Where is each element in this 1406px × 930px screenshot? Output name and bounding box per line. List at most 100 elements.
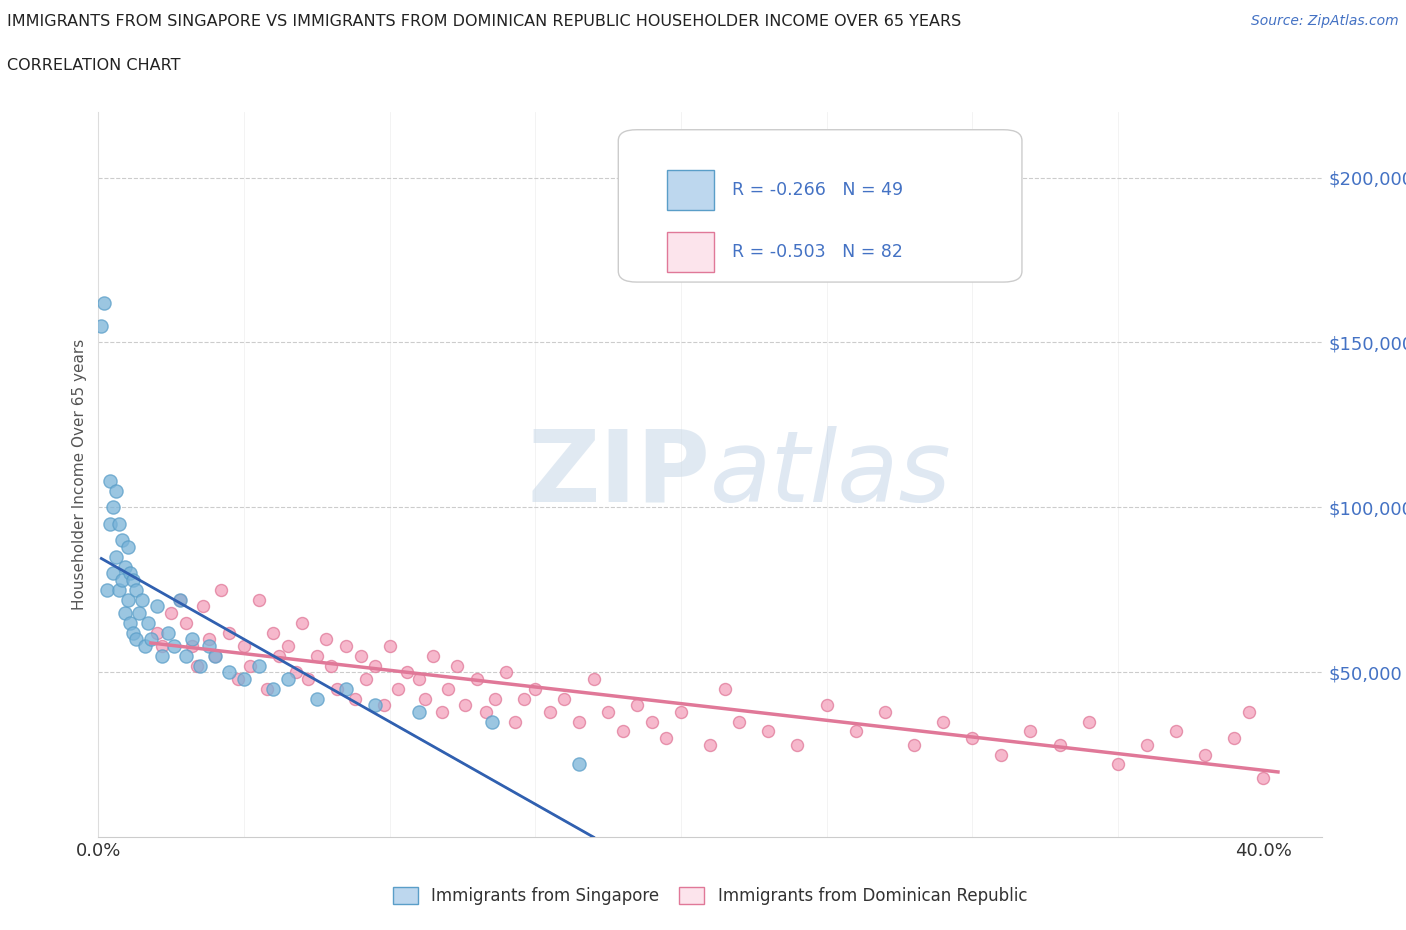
Point: [481, 714, 503, 729]
Point: [111, 572, 134, 587]
Point: [612, 724, 634, 739]
Point: [713, 681, 735, 696]
Point: [169, 592, 191, 607]
Point: [699, 737, 721, 752]
Point: [204, 648, 226, 663]
Point: [152, 638, 174, 653]
Point: [387, 681, 409, 696]
Point: [204, 648, 226, 663]
Y-axis label: Householder Income Over 65 years: Householder Income Over 65 years: [72, 339, 87, 610]
Point: [960, 731, 983, 746]
Point: [932, 714, 955, 729]
Point: [247, 592, 270, 607]
Point: [188, 658, 212, 673]
Point: [1253, 770, 1275, 785]
Text: R = -0.503   N = 82: R = -0.503 N = 82: [733, 243, 903, 260]
Point: [174, 616, 197, 631]
Point: [1194, 747, 1216, 762]
Point: [131, 592, 153, 607]
Legend: Immigrants from Singapore, Immigrants from Dominican Republic: Immigrants from Singapore, Immigrants fr…: [387, 881, 1033, 912]
Point: [256, 681, 278, 696]
Text: IMMIGRANTS FROM SINGAPORE VS IMMIGRANTS FROM DOMINICAN REPUBLIC HOUSEHOLDER INCO: IMMIGRANTS FROM SINGAPORE VS IMMIGRANTS …: [7, 14, 962, 29]
Point: [152, 648, 174, 663]
Point: [335, 681, 357, 696]
Point: [169, 592, 191, 607]
Point: [378, 638, 401, 653]
Point: [495, 665, 517, 680]
Point: [114, 605, 136, 620]
Point: [111, 533, 134, 548]
Point: [277, 638, 299, 653]
Point: [408, 671, 430, 686]
Point: [145, 625, 167, 640]
Point: [786, 737, 808, 752]
Point: [626, 698, 648, 712]
Point: [198, 638, 221, 653]
Point: [364, 658, 387, 673]
Point: [728, 714, 751, 729]
Point: [291, 616, 314, 631]
Point: [1077, 714, 1099, 729]
Point: [641, 714, 664, 729]
Point: [553, 691, 575, 706]
Point: [335, 638, 357, 653]
Point: [655, 731, 678, 746]
Point: [157, 625, 180, 640]
Point: [209, 582, 232, 597]
Point: [465, 671, 488, 686]
Point: [117, 539, 139, 554]
Point: [120, 616, 142, 631]
Point: [538, 704, 561, 719]
Point: [1049, 737, 1071, 752]
Point: [1136, 737, 1159, 752]
Point: [180, 631, 202, 646]
Point: [193, 599, 215, 614]
Point: [315, 631, 337, 646]
Point: [98, 473, 121, 488]
Point: [364, 698, 387, 712]
Point: [484, 691, 506, 706]
Point: [180, 638, 202, 653]
Point: [108, 516, 131, 531]
Point: [845, 724, 868, 739]
Point: [218, 665, 240, 680]
Text: CORRELATION CHART: CORRELATION CHART: [7, 58, 180, 73]
Point: [568, 714, 591, 729]
Point: [408, 704, 430, 719]
Point: [430, 704, 453, 719]
Point: [122, 572, 145, 587]
Point: [305, 691, 328, 706]
Point: [903, 737, 925, 752]
Point: [98, 516, 121, 531]
Point: [1107, 757, 1129, 772]
Point: [186, 658, 208, 673]
Point: [247, 658, 270, 673]
Point: [104, 484, 127, 498]
Point: [93, 296, 115, 311]
Point: [582, 671, 605, 686]
Point: [101, 565, 124, 580]
Point: [267, 648, 290, 663]
Text: ZIP: ZIP: [527, 426, 710, 523]
Point: [343, 691, 366, 706]
Point: [990, 747, 1012, 762]
Point: [262, 681, 284, 696]
Text: Source: ZipAtlas.com: Source: ZipAtlas.com: [1251, 14, 1399, 28]
Point: [226, 671, 249, 686]
Point: [101, 499, 124, 514]
Point: [297, 671, 319, 686]
Point: [145, 599, 167, 614]
Point: [285, 665, 308, 680]
Point: [756, 724, 779, 739]
Point: [326, 681, 349, 696]
Point: [1237, 704, 1260, 719]
Point: [413, 691, 436, 706]
Point: [128, 605, 150, 620]
Point: [96, 582, 118, 597]
FancyBboxPatch shape: [668, 232, 714, 272]
Point: [104, 550, 127, 565]
Point: [596, 704, 619, 719]
Point: [321, 658, 343, 673]
Point: [1164, 724, 1187, 739]
Point: [446, 658, 468, 673]
